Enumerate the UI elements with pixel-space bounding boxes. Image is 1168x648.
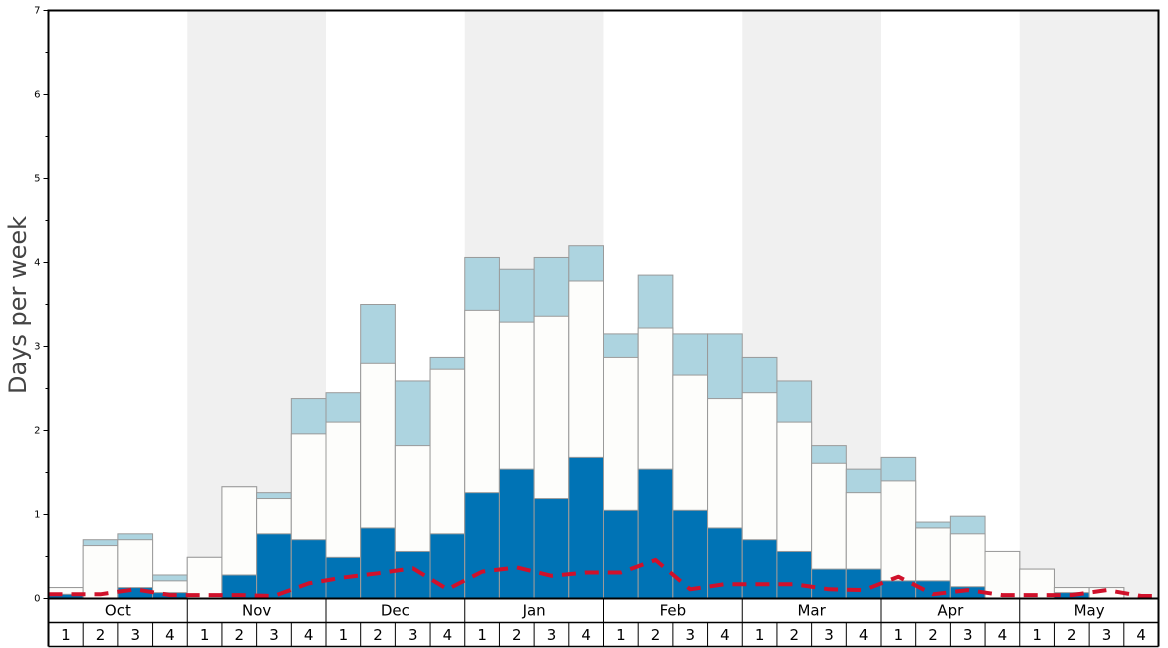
week-label: 1 (200, 626, 210, 644)
month-label-feb: Feb (660, 602, 687, 620)
y-tick-label: 2 (34, 426, 40, 437)
trend-line (48, 557, 1159, 598)
week-label: 2 (790, 626, 800, 644)
week-label: 4 (165, 626, 175, 644)
bar-dark-17 (637, 468, 674, 600)
bar-dark-13 (498, 468, 535, 600)
y-tick-label: 3 (34, 342, 40, 353)
bar-dark-22 (811, 568, 847, 599)
week-label: 4 (720, 626, 730, 644)
week-label: 1 (616, 626, 626, 644)
month-band-oct (48, 10, 188, 599)
x-axis: Oct Nov Dec Jan Feb Mar Apr May 1 2 3 4 1 2 3 4 1 2 3 4 1 2 3 4… (47, 598, 1160, 648)
week-label: 3 (130, 626, 140, 644)
month-label-mar: Mar (797, 602, 826, 620)
y-axis-title: Days per week (4, 216, 32, 394)
bar-dark-7 (290, 539, 327, 600)
bar-dark-20 (741, 539, 778, 600)
week-label: 4 (304, 626, 314, 644)
week-label: 4 (998, 626, 1008, 644)
week-label: 1 (894, 626, 904, 644)
week-label: 3 (824, 626, 834, 644)
week-label: 2 (373, 626, 383, 644)
week-label: 2 (235, 626, 245, 644)
week-label: 3 (547, 626, 557, 644)
week-label: 3 (685, 626, 695, 644)
bar-dark-10 (394, 550, 431, 600)
week-label: 1 (339, 626, 349, 644)
week-label: 1 (61, 626, 71, 644)
week-label: 4 (443, 626, 453, 644)
bars-layer (48, 245, 1125, 600)
bar-white-4 (186, 556, 223, 600)
month-label-may: May (1074, 602, 1105, 620)
week-label: 4 (581, 626, 591, 644)
bar-dark-11 (429, 533, 466, 600)
week-label: 2 (651, 626, 661, 644)
week-label: 1 (477, 626, 487, 644)
week-label: 1 (1032, 626, 1042, 644)
y-tick-label: 7 (34, 6, 40, 17)
bar-dark-21 (776, 550, 813, 600)
week-label: 2 (512, 626, 522, 644)
bar-dark-14 (533, 498, 570, 600)
bar-dark-15 (568, 456, 604, 599)
week-label: 3 (269, 626, 279, 644)
week-label: 2 (928, 626, 938, 644)
week-label: 3 (1102, 626, 1112, 644)
week-label: 1 (755, 626, 765, 644)
week-label: 2 (96, 626, 106, 644)
bar-dark-18 (672, 509, 709, 599)
bar-dark-6 (256, 533, 292, 600)
month-label-nov: Nov (242, 602, 271, 620)
y-tick-label: 0 (34, 594, 40, 605)
week-label: 4 (859, 626, 869, 644)
month-label-dec: Dec (381, 602, 410, 620)
bar-dark-24 (880, 580, 917, 599)
month-label-apr: Apr (937, 602, 964, 620)
bar-white-27 (984, 550, 1021, 600)
week-label: 2 (1067, 626, 1077, 644)
month-label-jan: Jan (522, 602, 546, 620)
week-label: 3 (408, 626, 418, 644)
bar-dark-9 (360, 527, 396, 599)
trend-line-layer (48, 557, 1159, 598)
y-tick-label: 6 (34, 90, 40, 101)
month-band-may (1019, 10, 1159, 599)
y-tick-label: 5 (34, 174, 40, 185)
y-tick-label: 4 (34, 258, 40, 269)
bar-dark-16 (603, 509, 639, 599)
bar-dark-12 (464, 492, 500, 599)
week-label: 4 (1136, 626, 1146, 644)
week-label: 3 (963, 626, 973, 644)
y-tick-label: 1 (34, 510, 40, 521)
month-label-oct: Oct (105, 602, 131, 620)
bar-white-1 (82, 545, 119, 600)
